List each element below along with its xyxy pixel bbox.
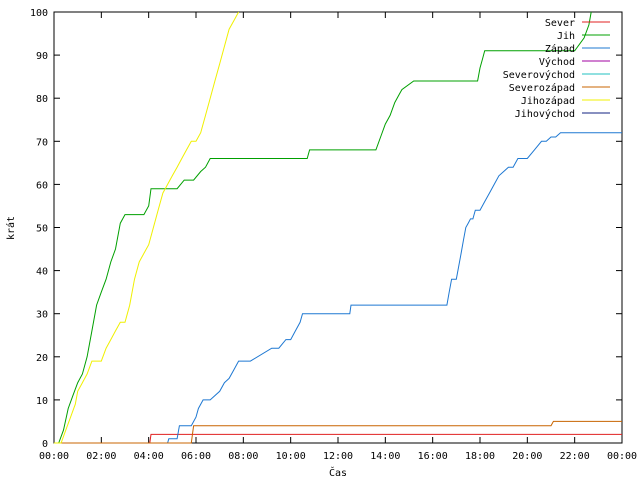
y-axis-label: krát (5, 216, 17, 240)
legend-label: Západ (545, 43, 575, 55)
x-tick-label: 18:00 (465, 451, 495, 462)
series-line (54, 420, 622, 444)
series-line (54, 11, 240, 444)
x-tick-label: 02:00 (86, 451, 116, 462)
x-tick-label: 14:00 (370, 451, 400, 462)
x-tick-label: 00:00 (39, 451, 69, 462)
y-tick-label: 60 (36, 180, 48, 191)
x-axis-label: Čas (329, 466, 347, 479)
series-line (54, 132, 622, 444)
y-tick-label: 30 (36, 310, 48, 321)
x-tick-label: 16:00 (418, 451, 448, 462)
x-tick-label: 20:00 (512, 451, 542, 462)
legend-label: Severovýchod (503, 69, 575, 81)
y-tick-label: 10 (36, 396, 48, 407)
x-tick-label: 06:00 (181, 451, 211, 462)
x-tick-label: 22:00 (560, 451, 590, 462)
x-tick-label: 08:00 (228, 451, 258, 462)
y-tick-label: 90 (36, 51, 48, 62)
y-tick-label: 70 (36, 137, 48, 148)
series-lines (54, 11, 622, 444)
x-tick-label: 04:00 (134, 451, 164, 462)
legend: Sever JihZápadVýchodSeverovýchodSeverozáp… (503, 18, 610, 120)
legend-label: Jihozápad (521, 95, 575, 107)
series-line (54, 11, 592, 444)
x-tick-label: 10:00 (276, 451, 306, 462)
x-tick-label: 12:00 (323, 451, 353, 462)
legend-label: Severozápad (509, 82, 575, 94)
y-tick-label: 80 (36, 94, 48, 105)
x-tick-label: 00:00 (607, 451, 637, 462)
legend-label: Východ (539, 56, 575, 68)
y-tick-label: 40 (36, 267, 48, 278)
legend-label: Jih (557, 31, 575, 42)
y-tick-label: 100 (30, 8, 48, 19)
y-tick-label: 0 (42, 439, 48, 450)
legend-label: Jihovýchod (515, 108, 575, 120)
y-tick-label: 20 (36, 353, 48, 364)
legend-label: Sever (545, 18, 575, 29)
axis-ticks: 0 10 20 30 40 50 60 70 80 90 100 00:00 02:00 04:00 06:… (30, 8, 637, 462)
y-tick-label: 50 (36, 224, 48, 235)
